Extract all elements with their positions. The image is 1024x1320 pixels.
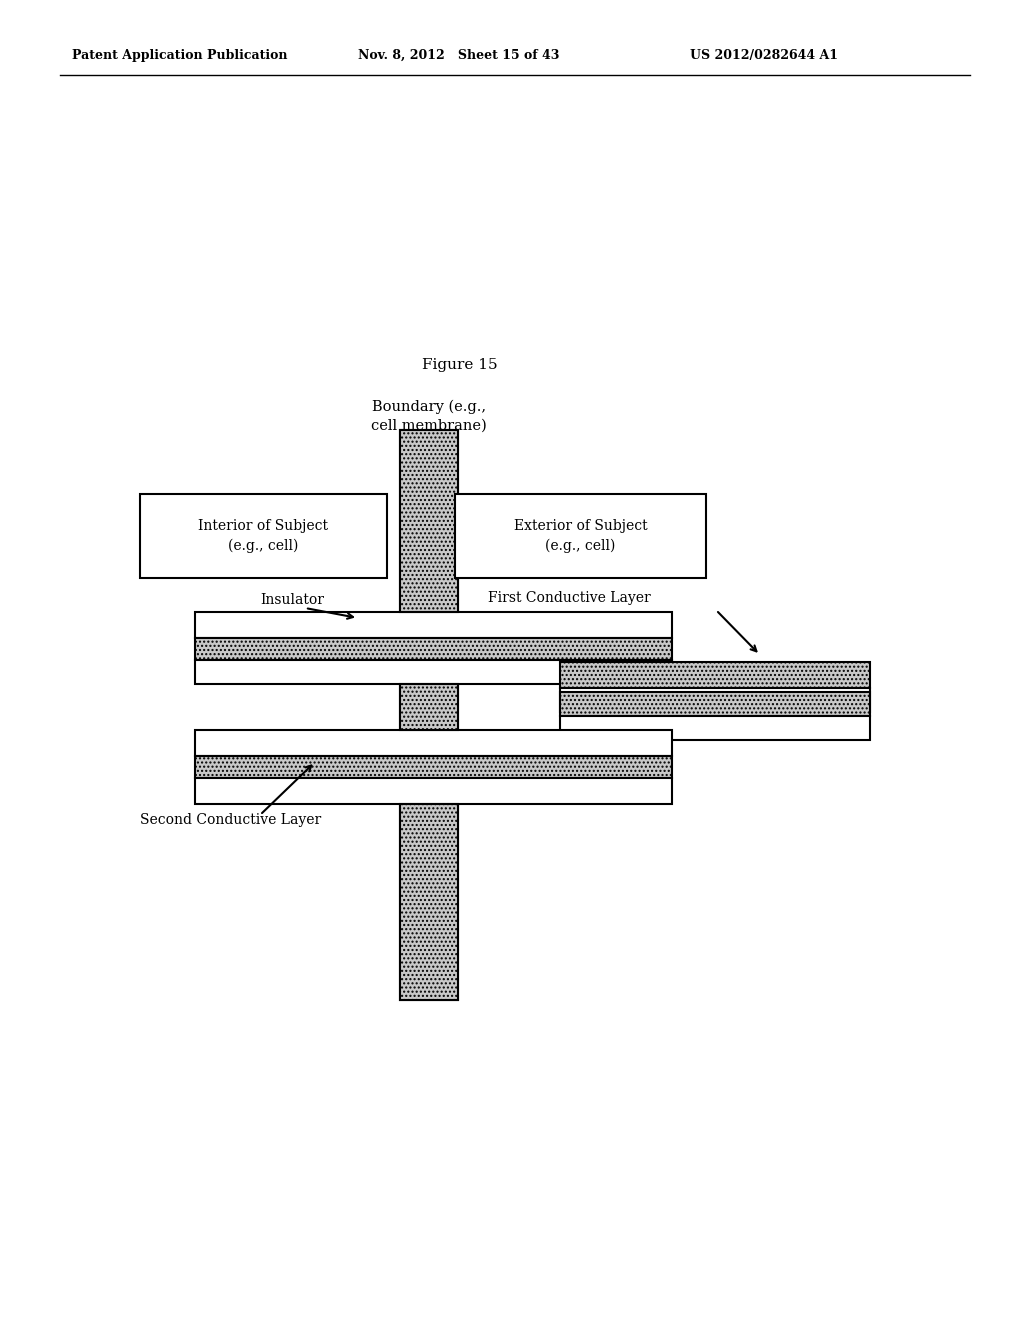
FancyBboxPatch shape — [560, 715, 870, 741]
FancyBboxPatch shape — [400, 804, 458, 1001]
FancyBboxPatch shape — [195, 660, 672, 684]
Text: US 2012/0282644 A1: US 2012/0282644 A1 — [690, 49, 838, 62]
FancyBboxPatch shape — [195, 612, 672, 638]
Text: Exterior of Subject
(e.g., cell): Exterior of Subject (e.g., cell) — [514, 519, 647, 553]
FancyBboxPatch shape — [195, 730, 672, 756]
FancyBboxPatch shape — [400, 684, 458, 730]
Text: Nov. 8, 2012   Sheet 15 of 43: Nov. 8, 2012 Sheet 15 of 43 — [358, 49, 559, 62]
Text: Boundary (e.g.,
cell membrane): Boundary (e.g., cell membrane) — [371, 400, 486, 433]
FancyBboxPatch shape — [455, 494, 706, 578]
Text: Second Conductive Layer: Second Conductive Layer — [140, 813, 322, 828]
FancyBboxPatch shape — [140, 494, 387, 578]
Text: Insulator: Insulator — [260, 593, 324, 607]
FancyBboxPatch shape — [560, 663, 870, 688]
Text: Patent Application Publication: Patent Application Publication — [72, 49, 288, 62]
Text: First Conductive Layer: First Conductive Layer — [488, 591, 650, 605]
FancyBboxPatch shape — [560, 688, 870, 711]
FancyBboxPatch shape — [560, 692, 870, 715]
FancyBboxPatch shape — [195, 638, 672, 660]
FancyBboxPatch shape — [195, 756, 672, 777]
FancyBboxPatch shape — [400, 430, 458, 612]
FancyBboxPatch shape — [400, 430, 458, 1001]
Text: Interior of Subject
(e.g., cell): Interior of Subject (e.g., cell) — [199, 519, 329, 553]
FancyBboxPatch shape — [195, 777, 672, 804]
Text: Figure 15: Figure 15 — [422, 358, 498, 372]
